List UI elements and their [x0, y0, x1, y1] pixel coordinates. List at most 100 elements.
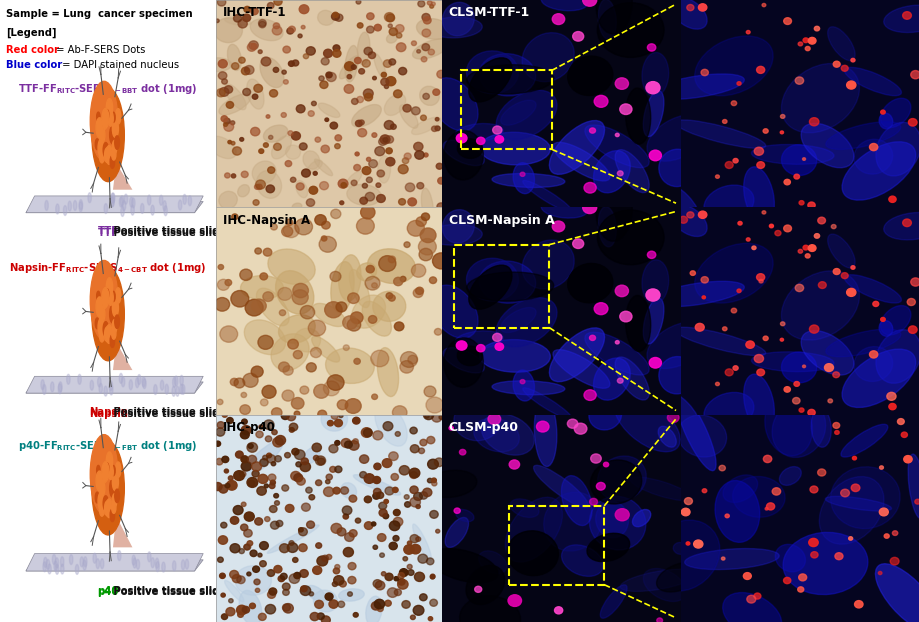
Circle shape: [294, 450, 305, 460]
Circle shape: [179, 384, 183, 394]
Circle shape: [582, 202, 596, 213]
Circle shape: [255, 180, 265, 189]
Circle shape: [377, 606, 383, 611]
Circle shape: [281, 412, 289, 419]
Circle shape: [235, 451, 243, 458]
Circle shape: [259, 458, 267, 466]
Ellipse shape: [658, 149, 695, 187]
Ellipse shape: [552, 350, 609, 388]
Circle shape: [88, 193, 91, 203]
Ellipse shape: [830, 466, 899, 529]
Circle shape: [267, 2, 274, 9]
Ellipse shape: [466, 65, 553, 94]
Circle shape: [852, 457, 856, 460]
Text: Napsin: Napsin: [88, 409, 128, 419]
Ellipse shape: [590, 460, 641, 504]
Circle shape: [339, 580, 346, 587]
Circle shape: [394, 322, 403, 331]
Circle shape: [410, 534, 418, 543]
Ellipse shape: [312, 304, 345, 327]
Ellipse shape: [522, 180, 572, 212]
Circle shape: [361, 428, 371, 437]
Circle shape: [371, 133, 377, 137]
Ellipse shape: [879, 320, 891, 337]
Circle shape: [164, 206, 167, 216]
Circle shape: [335, 440, 339, 445]
Text: TTF-F$\mathregular{F_{RITC}}$-SERS$\mathregular{_{4-BBT}}$ dot (1mg): TTF-F$\mathregular{F_{RITC}}$-SERS$\math…: [18, 82, 198, 96]
Ellipse shape: [675, 120, 765, 148]
Circle shape: [74, 200, 77, 210]
Circle shape: [268, 136, 273, 139]
Circle shape: [333, 12, 338, 17]
Circle shape: [381, 572, 385, 576]
Circle shape: [216, 89, 225, 97]
Circle shape: [329, 466, 335, 472]
Ellipse shape: [479, 340, 550, 372]
Circle shape: [798, 574, 806, 581]
Ellipse shape: [240, 439, 283, 480]
Circle shape: [244, 544, 250, 550]
Ellipse shape: [596, 210, 664, 265]
Circle shape: [321, 145, 329, 153]
Circle shape: [315, 480, 322, 486]
Circle shape: [756, 162, 764, 169]
Circle shape: [279, 544, 289, 553]
Circle shape: [902, 12, 911, 19]
Ellipse shape: [588, 400, 621, 430]
Circle shape: [241, 171, 248, 177]
Circle shape: [320, 81, 328, 88]
Circle shape: [299, 5, 309, 14]
Circle shape: [410, 486, 417, 493]
Polygon shape: [113, 342, 132, 370]
Circle shape: [403, 557, 407, 561]
Circle shape: [374, 600, 384, 609]
Text: p40: p40: [97, 587, 119, 596]
Circle shape: [155, 562, 159, 572]
Circle shape: [317, 410, 326, 419]
Ellipse shape: [346, 172, 361, 187]
Circle shape: [133, 558, 136, 568]
Circle shape: [879, 508, 888, 516]
Ellipse shape: [244, 320, 285, 355]
Circle shape: [754, 147, 763, 156]
Circle shape: [422, 488, 431, 496]
Circle shape: [346, 318, 360, 331]
Circle shape: [131, 198, 135, 208]
Circle shape: [437, 177, 445, 184]
Circle shape: [111, 193, 115, 203]
Circle shape: [398, 578, 404, 585]
Circle shape: [397, 580, 408, 589]
Ellipse shape: [844, 275, 901, 303]
Circle shape: [291, 132, 301, 140]
Circle shape: [242, 606, 249, 613]
Circle shape: [886, 392, 895, 401]
Circle shape: [224, 86, 233, 93]
Ellipse shape: [318, 103, 339, 118]
Circle shape: [756, 369, 764, 376]
Circle shape: [329, 445, 337, 453]
Ellipse shape: [460, 596, 520, 622]
Circle shape: [720, 557, 724, 560]
Circle shape: [407, 570, 414, 575]
Ellipse shape: [443, 338, 482, 388]
Circle shape: [589, 498, 596, 505]
Ellipse shape: [714, 481, 759, 542]
Circle shape: [418, 248, 432, 261]
Circle shape: [100, 559, 104, 569]
Circle shape: [323, 381, 339, 396]
Ellipse shape: [214, 18, 243, 43]
Circle shape: [721, 327, 726, 331]
Circle shape: [380, 135, 390, 144]
Circle shape: [224, 469, 228, 473]
Circle shape: [414, 151, 424, 159]
Ellipse shape: [853, 139, 891, 174]
Circle shape: [376, 195, 385, 203]
Circle shape: [262, 455, 267, 460]
Circle shape: [272, 26, 281, 35]
Circle shape: [274, 0, 282, 6]
Circle shape: [333, 568, 339, 574]
Circle shape: [105, 109, 108, 119]
Circle shape: [243, 14, 250, 22]
Circle shape: [766, 503, 774, 510]
Circle shape: [108, 111, 113, 126]
